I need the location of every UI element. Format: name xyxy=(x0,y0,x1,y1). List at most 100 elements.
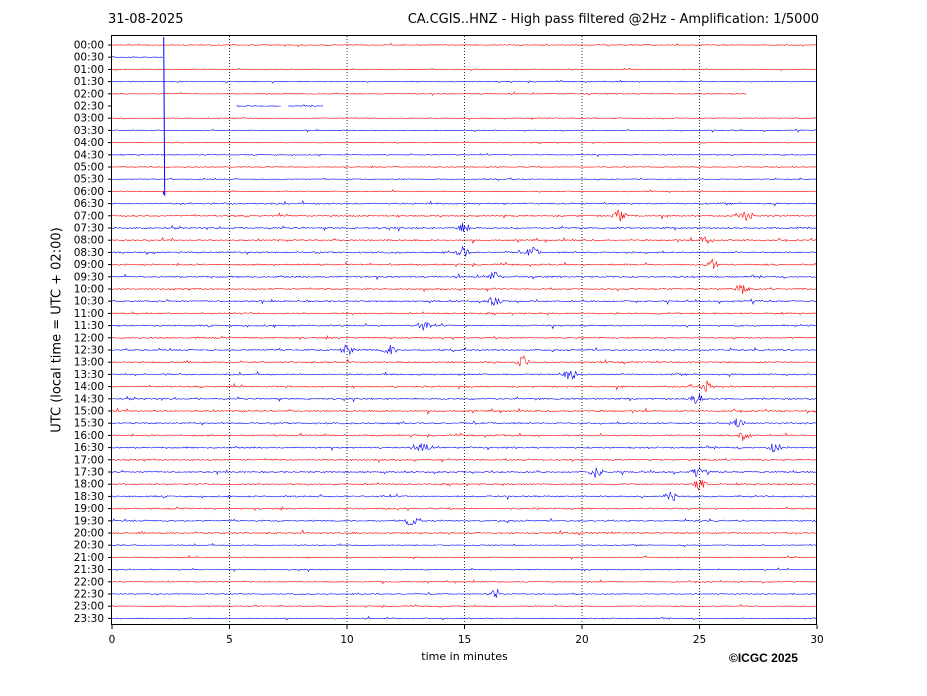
trace-1300 xyxy=(111,355,818,367)
row-label: 12:30 xyxy=(74,345,104,357)
row-label: 06:00 xyxy=(74,186,104,198)
trace-2200 xyxy=(111,579,818,585)
trace-0200 xyxy=(111,91,747,96)
row-label: 19:00 xyxy=(74,503,104,515)
row-label: 16:30 xyxy=(74,442,104,454)
row-label: 11:00 xyxy=(74,308,104,320)
trace-glitch-spike xyxy=(162,36,166,197)
trace-0430 xyxy=(111,152,818,158)
y-axis-label: UTC (local time = UTC + 02:00) xyxy=(49,227,65,433)
x-tick-label: 0 xyxy=(109,634,116,646)
row-label: 20:00 xyxy=(74,528,104,540)
trace-1600 xyxy=(111,432,818,441)
trace-1930 xyxy=(111,517,818,526)
row-label: 23:30 xyxy=(74,613,104,625)
row-time-labels: 00:0000:3001:0001:3002:0002:3003:0003:30… xyxy=(74,40,112,625)
row-label: 19:30 xyxy=(74,515,104,527)
x-tick-label: 20 xyxy=(575,634,588,646)
row-label: 02:30 xyxy=(74,101,104,113)
trace-2230 xyxy=(111,588,818,598)
row-label: 01:30 xyxy=(74,76,104,88)
row-label: 06:30 xyxy=(74,198,104,210)
row-label: 08:00 xyxy=(74,235,104,247)
row-label: 00:30 xyxy=(74,52,104,64)
trace-1700 xyxy=(111,457,818,463)
trace-1130 xyxy=(111,321,818,331)
row-label: 09:00 xyxy=(74,259,104,271)
trace-2030 xyxy=(111,542,818,548)
row-label: 17:00 xyxy=(74,454,104,466)
trace-0700 xyxy=(111,210,818,222)
seismic-traces xyxy=(111,36,818,621)
trace-0030 xyxy=(111,56,163,58)
trace-1330 xyxy=(111,370,818,381)
chart-title: CA.CGIS..HNZ - High pass filtered @2Hz -… xyxy=(407,12,819,27)
plot-frame xyxy=(111,35,817,625)
row-label: 04:00 xyxy=(74,137,104,149)
row-label: 13:30 xyxy=(74,369,104,381)
row-label: 17:30 xyxy=(74,467,104,479)
row-label: 07:00 xyxy=(74,210,104,222)
x-tick-label: 10 xyxy=(340,634,353,646)
row-label: 18:00 xyxy=(74,479,104,491)
x-axis-ticks: 0 5 10 15 20 25 30 xyxy=(109,625,824,646)
row-label: 10:00 xyxy=(74,284,104,296)
trace-0230 xyxy=(236,105,281,107)
trace-2000 xyxy=(111,529,818,536)
trace-1800 xyxy=(111,479,818,491)
x-tick-label: 15 xyxy=(458,634,471,646)
date-label: 31-08-2025 xyxy=(108,12,184,27)
row-label: 09:30 xyxy=(74,271,104,283)
minute-gridlines xyxy=(229,36,700,624)
row-label: 05:30 xyxy=(74,174,104,186)
row-label: 18:30 xyxy=(74,491,104,503)
row-label: 15:30 xyxy=(74,418,104,430)
row-label: 22:30 xyxy=(74,589,104,601)
trace-1030 xyxy=(111,297,818,306)
row-label: 05:00 xyxy=(74,162,104,174)
row-label: 23:00 xyxy=(74,601,104,613)
trace-0500 xyxy=(111,165,818,169)
row-label: 04:30 xyxy=(74,149,104,161)
x-tick-label: 30 xyxy=(810,634,823,646)
trace-1530 xyxy=(111,418,818,428)
row-label: 02:00 xyxy=(74,88,104,100)
trace-1000 xyxy=(111,284,818,295)
trace-1230 xyxy=(111,344,818,356)
row-label: 13:00 xyxy=(74,357,104,369)
row-label: 00:00 xyxy=(74,40,104,52)
x-axis-label: time in minutes xyxy=(421,650,508,663)
x-tick-label: 25 xyxy=(693,634,706,646)
trace-1400 xyxy=(111,380,818,393)
row-label: 01:00 xyxy=(74,64,104,76)
trace-1830 xyxy=(111,491,818,502)
trace-2130 xyxy=(111,567,818,573)
row-label: 10:30 xyxy=(74,296,104,308)
trace-0400 xyxy=(111,141,818,144)
row-label: 21:00 xyxy=(74,552,104,564)
row-label: 12:00 xyxy=(74,332,104,344)
trace-0230-seg1 xyxy=(288,104,324,108)
trace-0330 xyxy=(111,128,818,133)
x-tick-label: 5 xyxy=(226,634,233,646)
trace-1200 xyxy=(111,335,818,341)
trace-1900 xyxy=(111,505,818,512)
row-label: 03:00 xyxy=(74,113,104,125)
trace-2100 xyxy=(111,554,818,561)
row-label: 14:30 xyxy=(74,393,104,405)
copyright-label: ©ICGC 2025 xyxy=(729,651,798,665)
row-label: 08:30 xyxy=(74,247,104,259)
row-label: 07:30 xyxy=(74,223,104,235)
trace-0530 xyxy=(111,177,818,181)
row-label: 14:00 xyxy=(74,381,104,393)
trace-0730 xyxy=(111,222,818,232)
row-label: 15:00 xyxy=(74,406,104,418)
row-label: 22:00 xyxy=(74,576,104,588)
row-label: 11:30 xyxy=(74,320,104,332)
row-label: 16:00 xyxy=(74,430,104,442)
row-label: 21:30 xyxy=(74,564,104,576)
row-label: 20:30 xyxy=(74,540,104,552)
trace-0600 xyxy=(111,189,818,194)
row-label: 03:30 xyxy=(74,125,104,137)
